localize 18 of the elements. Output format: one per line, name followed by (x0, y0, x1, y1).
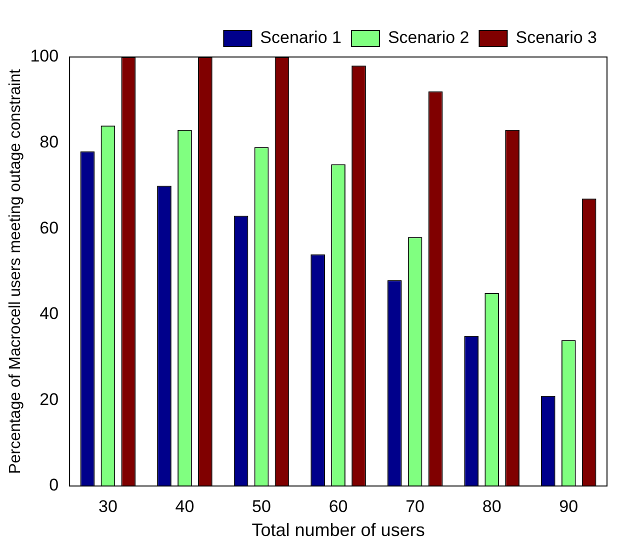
x-tick-label: 40 (175, 496, 194, 516)
y-axis-title: Percentage of Macrocell users meeting outage constraint (7, 68, 24, 474)
x-tick-label: 80 (482, 496, 502, 516)
y-tick-label: 100 (30, 46, 59, 66)
x-axis-title: Total number of users (252, 520, 425, 540)
legend-label: Scenario 2 (388, 28, 470, 48)
y-tick-label: 0 (49, 476, 59, 495)
y-tick-label: 40 (40, 304, 59, 324)
x-tick-label: 60 (328, 496, 348, 516)
legend-label: Scenario 3 (516, 28, 598, 48)
y-tick-label: 20 (40, 390, 59, 409)
x-tick-label: 90 (559, 496, 578, 516)
x-tick-label: 50 (252, 496, 271, 516)
x-tick-label: 70 (406, 496, 425, 516)
legend-label: Scenario 1 (260, 28, 342, 48)
y-tick-label: 60 (40, 218, 59, 238)
x-tick-label: 30 (98, 496, 118, 516)
y-tick-label: 80 (40, 132, 59, 152)
